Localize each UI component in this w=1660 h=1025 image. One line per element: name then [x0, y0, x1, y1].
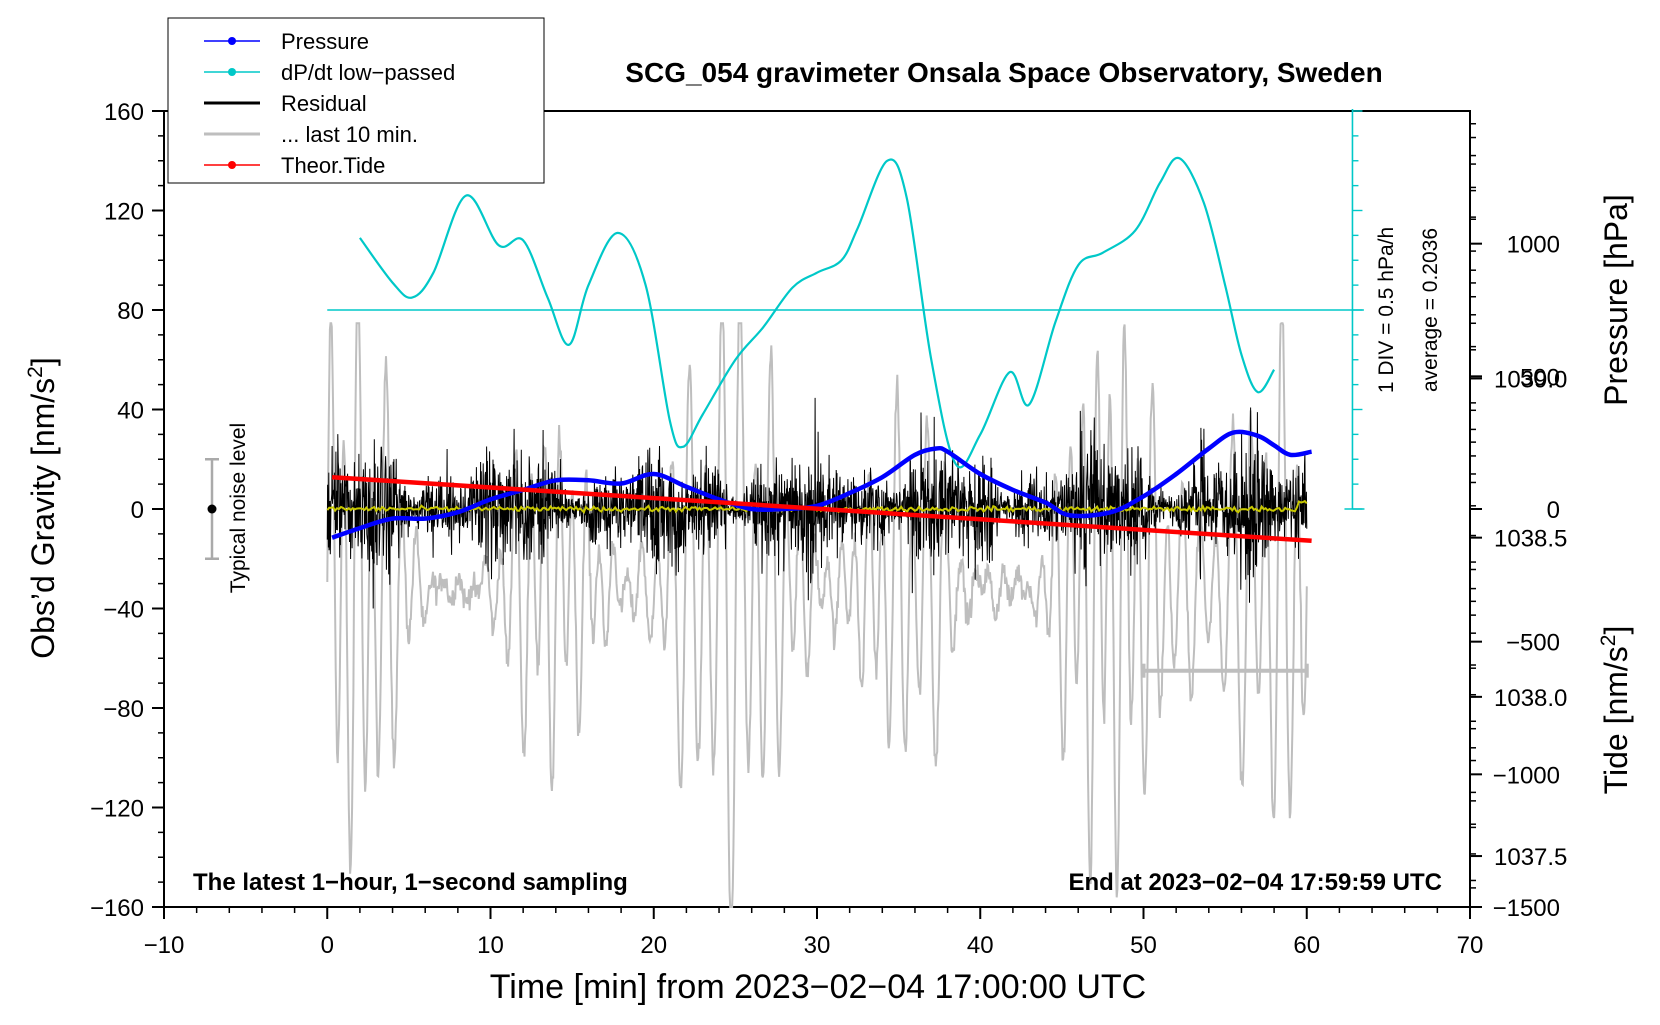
y-axis-label-left-main: Obs’d Gravity [nm/s [25, 378, 61, 659]
y-axis-label-tide-end: ] [1598, 626, 1634, 635]
pressure-tick-label: 1038.5 [1494, 526, 1567, 553]
legend-box [167, 17, 545, 184]
legend-label: Pressure [281, 29, 369, 54]
legend-swatch-marker [228, 161, 236, 169]
residual-line [326, 397, 1308, 609]
tide-line [331, 474, 1312, 544]
tide-tick-label: −1500 [1493, 895, 1560, 922]
y-tick-label: −40 [103, 597, 144, 624]
y-axis-label-left-sup: 2 [24, 366, 47, 378]
x-tick-label: 60 [1293, 932, 1320, 959]
tide-tick-label: 1000 [1507, 232, 1560, 259]
y-tick-label: −120 [90, 796, 144, 823]
dpdt-average-label: average = 0.2036 [1419, 228, 1442, 392]
legend-label: Theor.Tide [281, 153, 385, 178]
legend-swatch-marker [228, 68, 236, 76]
x-tick-label: −10 [144, 932, 185, 959]
bottom-left-note: The latest 1−hour, 1−second sampling [193, 869, 628, 896]
x-axis-label: Time [min] from 2023−02−04 17:00:00 UTC [490, 968, 1146, 1006]
x-tick-label: 10 [477, 932, 504, 959]
dpdt-axis-layer [327, 109, 1365, 510]
y-axis-label-tide: Tide [nm/s2] [1597, 626, 1634, 795]
legend-label: Residual [281, 91, 367, 116]
pressure-tick-label: 1038.0 [1494, 685, 1567, 712]
axes-layer: −10 0 10 20 30 40 50 60 70 160 120 80 40 0 −40 −80 −120 −… [90, 99, 1567, 959]
y-tick-label: −160 [90, 895, 144, 922]
noise-label: Typical noise level [227, 423, 250, 593]
x-tick-label: 50 [1130, 932, 1157, 959]
dpdt-scale-label: 1 DIV = 0.5 hPa/h [1375, 227, 1398, 393]
y-tick-label: −80 [103, 696, 144, 723]
tide-tick-label: 0 [1547, 497, 1560, 524]
legend-label: ... last 10 min. [281, 122, 418, 147]
bottom-right-note: End at 2023−02−04 17:59:59 UTC [1068, 869, 1442, 896]
tide-tick-label: −1000 [1493, 762, 1560, 789]
y-axis-label-left: Obs’d Gravity [nm/s2] [24, 357, 61, 659]
noise-dot [207, 504, 217, 514]
noise-level-indicator: Typical noise level [205, 423, 250, 593]
tide-residual-line [326, 322, 1308, 908]
pressure-line [331, 429, 1313, 540]
tide-tick-label: −500 [1506, 630, 1560, 657]
pressure-layer [331, 429, 1313, 540]
tide-tick-label: 500 [1520, 364, 1560, 391]
y-axis-label-left-end: ] [25, 357, 61, 366]
x-tick-label: 70 [1457, 932, 1484, 959]
y-axis-label-pressure: Pressure [hPa] [1598, 194, 1634, 406]
dpdt-line [359, 156, 1276, 469]
chart-title: SCG_054 gravimeter Onsala Space Observat… [625, 57, 1382, 88]
dpdt-layer [359, 156, 1276, 469]
y-axis-label-tide-main: Tide [nm/s [1598, 646, 1634, 794]
pressure-tick-label: 1037.5 [1494, 844, 1567, 871]
legend: Pressure dP/dt low−passed Residual ... last… [167, 17, 545, 184]
x-tick-label: 40 [967, 932, 994, 959]
x-tick-label: 20 [640, 932, 667, 959]
y-tick-label: 40 [117, 398, 144, 425]
pressure-tick-label: 1039.0 [1494, 366, 1567, 393]
y-axis-label-tide-sup: 2 [1597, 635, 1620, 647]
residual-layer [326, 397, 1308, 609]
last10-layer [1141, 663, 1309, 678]
y-tick-label: 120 [104, 199, 144, 226]
tide-layer [331, 474, 1312, 544]
legend-label: dP/dt low−passed [281, 60, 455, 85]
x-tick-label: 0 [321, 932, 334, 959]
y-tick-label: 0 [131, 497, 144, 524]
y-tick-label: 80 [117, 298, 144, 325]
y-tick-label: 160 [104, 99, 144, 126]
x-tick-label: 30 [804, 932, 831, 959]
tide-residual-layer [326, 322, 1308, 908]
legend-swatch-marker [228, 37, 236, 45]
